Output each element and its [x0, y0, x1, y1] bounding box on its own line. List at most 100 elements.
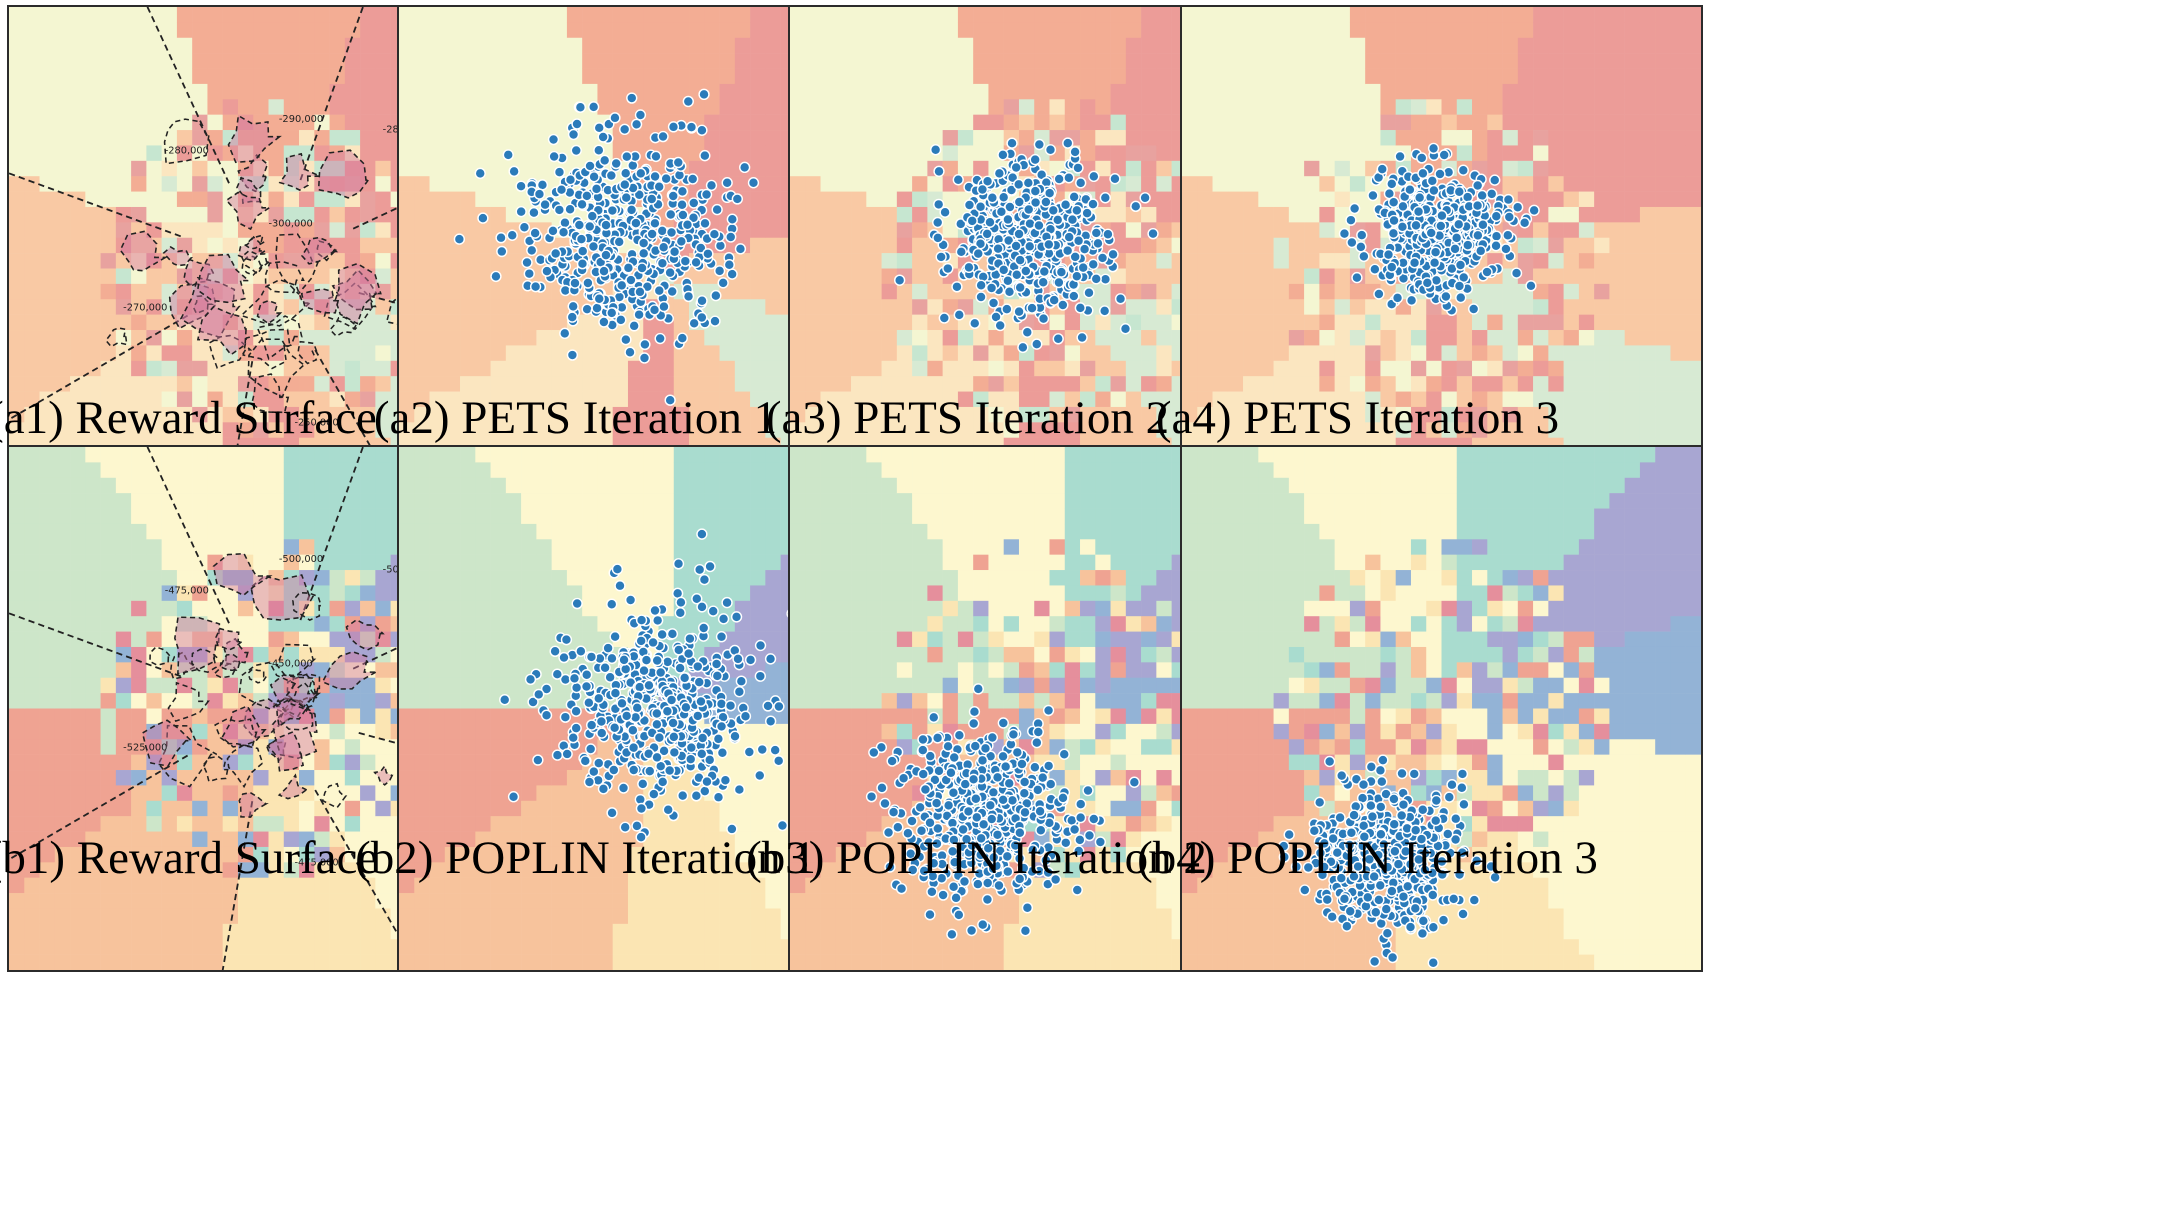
- surface-cell: [505, 360, 522, 377]
- surface-cell: [460, 222, 476, 238]
- surface-cell: [460, 391, 476, 408]
- surface-cell: [881, 83, 898, 100]
- surface-cell: [475, 130, 491, 146]
- surface-cell: [597, 345, 613, 362]
- sample-point: [935, 251, 947, 263]
- surface-cell: [927, 360, 943, 377]
- surface-cell: [490, 114, 507, 131]
- surface-cell: [1288, 360, 1305, 377]
- surface-cell: [1197, 268, 1213, 285]
- surface-cell: [329, 37, 346, 54]
- surface-cell: [85, 222, 101, 238]
- surface-cell: [1182, 83, 1198, 100]
- surface-cell: [24, 22, 40, 39]
- surface-cell: [1349, 130, 1366, 146]
- surface-cell: [912, 330, 928, 346]
- surface-cell: [329, 360, 346, 377]
- surface-cell: [268, 7, 285, 23]
- surface-cell: [1304, 237, 1320, 254]
- panel-a4-pets-iteration-3: [1180, 5, 1703, 532]
- surface-cell: [1227, 406, 1244, 423]
- surface-cell: [490, 299, 507, 315]
- surface-cell: [1110, 7, 1127, 23]
- sample-point: [695, 242, 707, 254]
- surface-cell: [490, 130, 507, 146]
- surface-cell: [360, 160, 376, 177]
- surface-cell: [39, 206, 56, 223]
- surface-cell: [896, 83, 913, 100]
- surface-cell: [1304, 345, 1320, 362]
- sample-point: [547, 225, 559, 237]
- surface-cell: [866, 237, 882, 254]
- surface-cell: [689, 360, 705, 377]
- sample-point: [1053, 173, 1065, 185]
- sample-point: [548, 150, 560, 163]
- surface-cell: [835, 360, 852, 377]
- surface-cell: [1034, 22, 1050, 39]
- surface-cell: [1304, 422, 1320, 438]
- surface-cell: [835, 145, 852, 162]
- surface-cell: [399, 37, 415, 54]
- surface-cell: [85, 360, 101, 377]
- surface-cell: [360, 176, 376, 192]
- surface-cell: [820, 114, 837, 131]
- surface-cell: [927, 299, 943, 315]
- surface-cell: [131, 268, 147, 285]
- surface-cell: [612, 376, 629, 392]
- sample-point: [1002, 275, 1014, 287]
- surface-cell: [70, 406, 86, 423]
- surface-cell: [1334, 145, 1351, 162]
- surface-cell: [237, 130, 254, 146]
- surface-cell: [505, 406, 522, 423]
- surface-cell: [1095, 99, 1111, 115]
- surface-cell: [414, 114, 430, 131]
- surface-cell: [1197, 68, 1213, 85]
- surface-cell: [820, 7, 837, 23]
- surface-cell: [582, 391, 598, 408]
- surface-cell: [375, 330, 391, 346]
- surface-cell: [9, 7, 25, 23]
- surface-cell: [9, 145, 25, 162]
- surface-cell: [375, 99, 391, 115]
- surface-cell: [912, 391, 928, 408]
- surface-cell: [314, 22, 330, 39]
- surface-cell: [1243, 268, 1259, 285]
- surface-cell: [957, 22, 974, 39]
- surface-cell: [750, 345, 766, 362]
- surface-cell: [1003, 345, 1020, 362]
- surface-cell: [835, 314, 852, 331]
- surface-cell: [1319, 268, 1335, 285]
- surface-cell: [1365, 145, 1381, 162]
- surface-cell: [1304, 299, 1320, 315]
- surface-cell: [750, 314, 766, 331]
- surface-cell: [161, 7, 178, 23]
- surface-cell: [475, 360, 491, 377]
- surface-cell: [375, 53, 391, 69]
- surface-cell: [973, 145, 989, 162]
- sample-point: [639, 338, 651, 351]
- sample-point: [609, 112, 621, 124]
- surface-cell: [283, 145, 300, 162]
- surface-cell: [1288, 99, 1305, 115]
- surface-cell: [192, 99, 208, 115]
- surface-cell: [1243, 360, 1259, 377]
- surface-cell: [1227, 206, 1244, 223]
- surface-cell: [222, 299, 239, 315]
- surface-cell: [176, 53, 193, 69]
- contour-line: [317, 149, 370, 199]
- surface-cell: [460, 299, 476, 315]
- sample-point: [687, 173, 699, 185]
- surface-cell: [9, 53, 25, 69]
- surface-cell: [1110, 206, 1127, 223]
- sample-point: [1014, 281, 1026, 294]
- surface-cell: [344, 7, 361, 23]
- surface-cell: [1125, 145, 1142, 162]
- surface-cell: [1243, 7, 1259, 23]
- sample-point: [1040, 196, 1052, 208]
- sample-point: [529, 280, 542, 293]
- surface-cell: [1227, 53, 1244, 69]
- sample-point: [1010, 240, 1022, 252]
- surface-cell: [237, 422, 254, 438]
- surface-cell: [719, 376, 736, 392]
- surface-cell: [566, 7, 583, 23]
